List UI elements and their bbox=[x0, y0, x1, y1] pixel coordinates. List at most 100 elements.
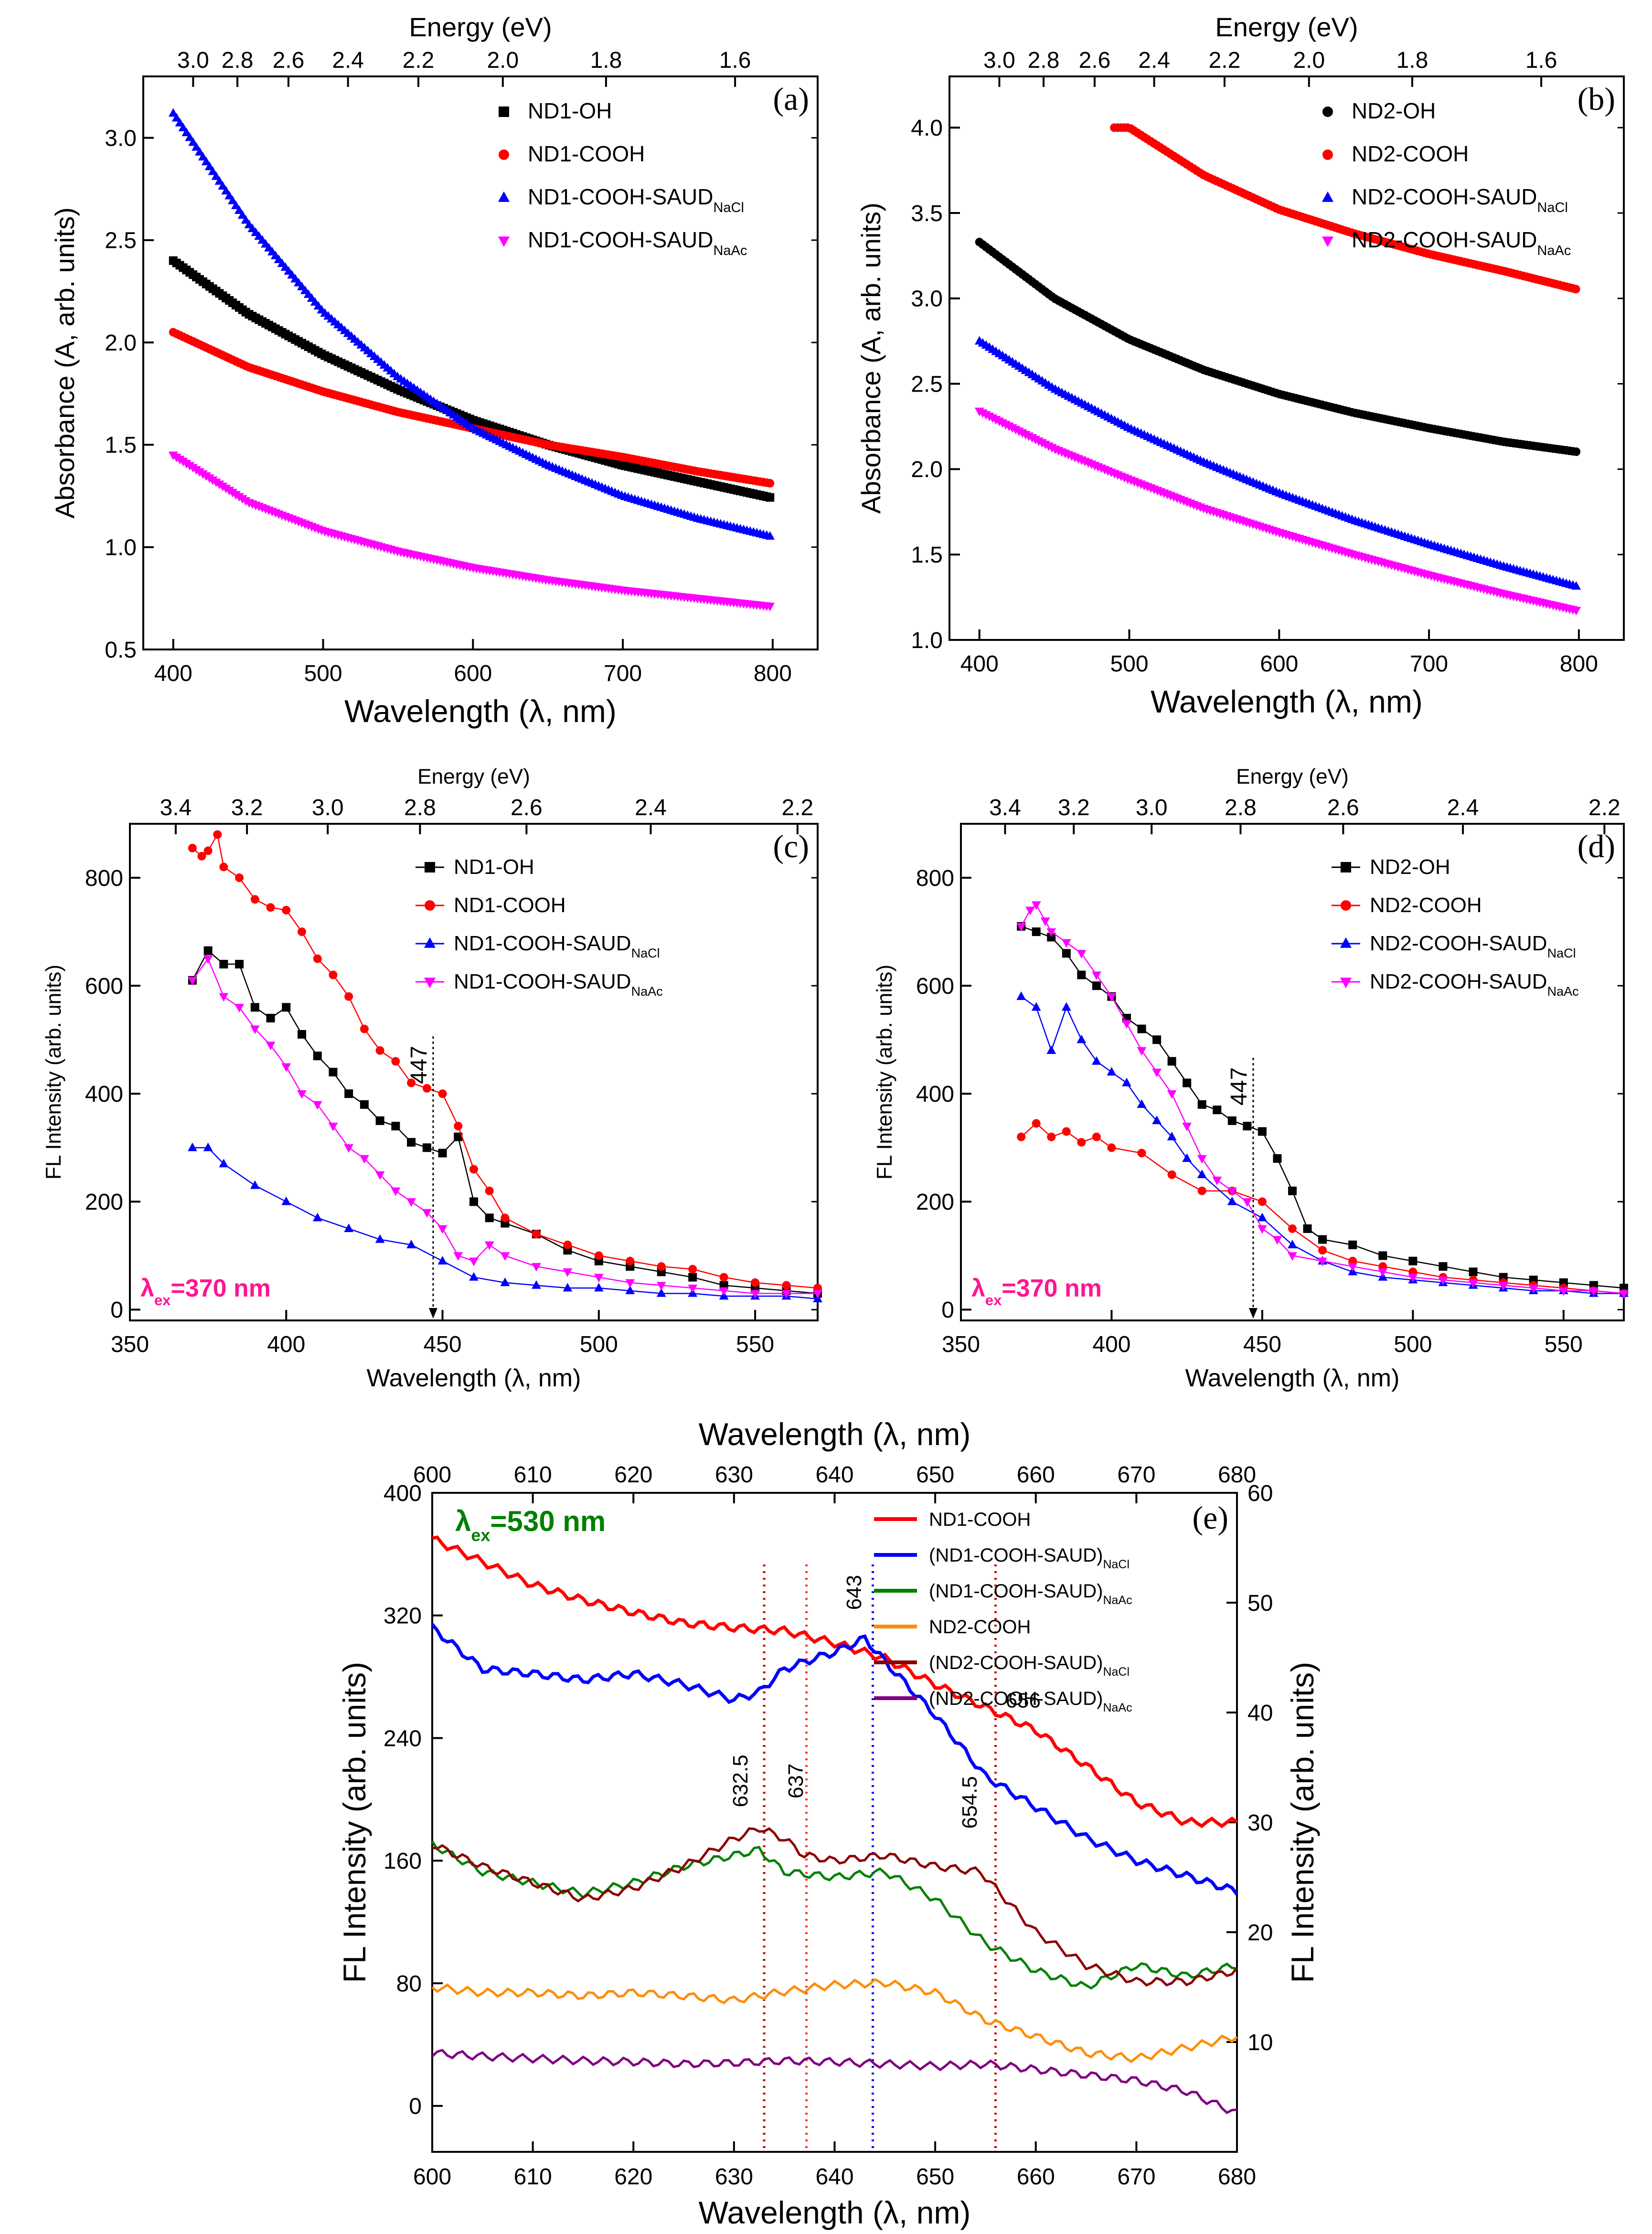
data-point bbox=[563, 1268, 573, 1277]
data-point bbox=[266, 903, 275, 912]
data-point bbox=[1152, 1068, 1162, 1077]
legend-marker bbox=[425, 900, 435, 911]
series-line-1 bbox=[431, 1623, 1238, 1896]
data-point bbox=[1137, 1024, 1146, 1033]
y-tick-label-left: 320 bbox=[384, 1604, 422, 1629]
y-tick-label: 3.0 bbox=[911, 287, 943, 312]
data-point bbox=[391, 1057, 400, 1066]
data-point bbox=[1408, 1274, 1418, 1283]
vline-label: 637 bbox=[784, 1764, 808, 1798]
y-tick-label: 800 bbox=[85, 866, 123, 891]
legend-entry-0-name: ND2-OH bbox=[1352, 98, 1436, 123]
legend: ND2-OHND2-COOHND2-COOH-SAUDNaClND2-COOH-… bbox=[1322, 98, 1571, 258]
data-point bbox=[1258, 1197, 1267, 1206]
legend-entry-3-subscript: NaAc bbox=[1547, 984, 1579, 999]
legend-entry-1-label: (ND1-COOH-SAUD)NaCl bbox=[929, 1545, 1130, 1571]
data-point bbox=[185, 132, 195, 141]
top-tick-label: 2.8 bbox=[404, 795, 436, 820]
data-point bbox=[312, 1213, 322, 1222]
y-tick-label: 400 bbox=[916, 1082, 954, 1107]
legend-entry-3-label: ND2-COOH-SAUDNaAc bbox=[1370, 970, 1579, 999]
legend-entry-5-subscript: NaAc bbox=[1103, 1701, 1132, 1714]
series-3 bbox=[974, 407, 1581, 616]
excitation-symbol: λ bbox=[140, 1275, 154, 1302]
data-point bbox=[1288, 1186, 1297, 1195]
data-point bbox=[765, 603, 775, 612]
data-point bbox=[234, 1004, 244, 1013]
top-tick-label: 2.8 bbox=[1225, 795, 1257, 820]
data-point bbox=[1439, 1262, 1448, 1271]
marker-arrowhead bbox=[428, 1308, 437, 1319]
data-point bbox=[1227, 1187, 1237, 1196]
data-point bbox=[228, 195, 237, 204]
data-point bbox=[469, 1257, 479, 1266]
data-point bbox=[1167, 1090, 1177, 1099]
data-point bbox=[344, 1223, 354, 1233]
data-point bbox=[594, 1283, 604, 1292]
data-point bbox=[563, 1240, 572, 1249]
excitation-label: λex=370 nm bbox=[140, 1275, 271, 1308]
top-tick-label: 2.2 bbox=[782, 795, 814, 820]
legend-entry-2-subscript: NaCl bbox=[631, 946, 660, 960]
y-tick-label: 1.5 bbox=[911, 543, 943, 568]
x-tick-label: 450 bbox=[1243, 1332, 1281, 1357]
data-point bbox=[1046, 928, 1056, 937]
data-point bbox=[1288, 1239, 1297, 1248]
legend-entry-1-label: ND2-COOH bbox=[1370, 894, 1482, 917]
data-point bbox=[1061, 939, 1071, 948]
vline-label: 643 bbox=[842, 1575, 866, 1610]
data-point bbox=[1197, 1169, 1207, 1178]
top-tick-label: 1.6 bbox=[1525, 48, 1557, 73]
panel-e-fluorescence-530nm: 6006006106106206206306306406406506506606… bbox=[337, 1416, 1320, 2230]
data-point bbox=[1122, 1020, 1131, 1029]
data-point bbox=[344, 1089, 353, 1098]
top-tick-label: 650 bbox=[916, 1462, 954, 1488]
data-point bbox=[1062, 949, 1071, 958]
data-point bbox=[1152, 1035, 1162, 1044]
top-tick-label: 3.0 bbox=[312, 795, 344, 820]
data-point bbox=[250, 895, 259, 904]
legend-marker bbox=[499, 149, 509, 160]
data-point bbox=[1438, 1277, 1448, 1286]
data-point bbox=[1137, 1149, 1146, 1158]
data-point bbox=[625, 1279, 635, 1288]
data-point bbox=[407, 1078, 416, 1087]
legend-entry-2-label: ND2-COOH-SAUDNaCl bbox=[1370, 932, 1576, 960]
legend-entry-4-label: (ND2-COOH-SAUD)NaCl bbox=[929, 1652, 1130, 1679]
data-point bbox=[214, 176, 224, 185]
legend-marker bbox=[498, 191, 510, 202]
top-tick-label: 640 bbox=[815, 1462, 853, 1488]
data-point bbox=[203, 946, 213, 955]
series-2 bbox=[168, 108, 775, 540]
data-point bbox=[1047, 933, 1056, 942]
top-tick-label: 2.4 bbox=[332, 48, 364, 73]
series-0 bbox=[1017, 922, 1628, 1293]
data-point bbox=[1242, 1198, 1252, 1207]
y-tick-label: 200 bbox=[85, 1190, 123, 1215]
data-point bbox=[221, 186, 231, 195]
data-point bbox=[813, 1290, 822, 1299]
data-point bbox=[266, 1042, 276, 1051]
legend-entry-2-subscript: NaCl bbox=[713, 200, 744, 215]
top-tick-label: 2.8 bbox=[222, 48, 254, 73]
y-tick-label-left: 160 bbox=[384, 1849, 422, 1874]
legend-marker bbox=[1322, 106, 1333, 117]
y-axis-title-left: FL Intensity (arb. units) bbox=[337, 1662, 372, 1983]
y-tick-label: 3.0 bbox=[105, 126, 137, 151]
plot-frame bbox=[129, 823, 819, 1321]
panel-label: (b) bbox=[1577, 81, 1615, 117]
data-point bbox=[235, 873, 244, 883]
data-point bbox=[1243, 1122, 1252, 1131]
legend-entry-1-name: ND1-COOH bbox=[528, 141, 645, 166]
legend-entry-1-name: ND1-COOH bbox=[454, 894, 566, 917]
y-axis-title: FL Intensity (arb. units) bbox=[42, 965, 65, 1180]
data-point bbox=[181, 128, 192, 137]
y-tick-label: 2.0 bbox=[911, 457, 943, 482]
x-tick-label: 670 bbox=[1117, 2164, 1155, 2190]
x-tick-label: 630 bbox=[715, 2164, 753, 2190]
legend-marker bbox=[1341, 900, 1351, 911]
data-point bbox=[1107, 1143, 1116, 1152]
data-point bbox=[237, 210, 247, 219]
y-tick-label-left: 0 bbox=[409, 2094, 422, 2119]
data-point bbox=[532, 1230, 541, 1239]
